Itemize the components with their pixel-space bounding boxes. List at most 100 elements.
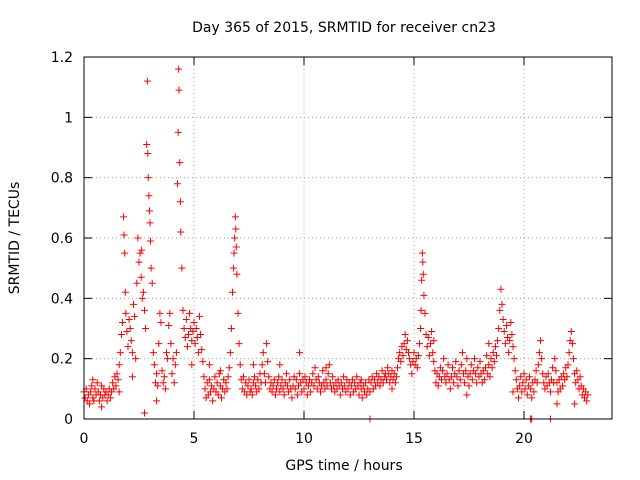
- data-point: [115, 388, 123, 396]
- data-point: [288, 394, 296, 402]
- data-point: [232, 225, 240, 233]
- data-point: [174, 128, 182, 136]
- x-tick-label: 20: [515, 431, 533, 447]
- data-point: [544, 370, 552, 378]
- data-point: [106, 394, 114, 402]
- data-point: [87, 388, 95, 396]
- data-point: [419, 258, 427, 266]
- data-point: [116, 349, 124, 357]
- data-point: [117, 331, 125, 339]
- data-point: [313, 385, 321, 393]
- data-point: [530, 388, 538, 396]
- data-point: [268, 388, 276, 396]
- data-point: [180, 325, 188, 332]
- data-point: [292, 376, 300, 384]
- data-point: [391, 379, 399, 387]
- data-point: [533, 379, 541, 387]
- data-point: [114, 376, 122, 384]
- data-point: [517, 373, 525, 381]
- data-point: [319, 367, 327, 375]
- data-point: [188, 337, 196, 345]
- chart-title: Day 365 of 2015, SRMTID for receiver cn2…: [192, 20, 496, 36]
- data-point: [501, 340, 509, 348]
- data-point: [414, 352, 422, 360]
- data-point: [563, 373, 571, 381]
- data-point: [131, 312, 139, 320]
- data-point: [546, 388, 554, 396]
- data-point: [570, 355, 577, 363]
- data-point: [230, 264, 238, 272]
- data-point: [565, 349, 573, 357]
- data-point: [138, 294, 146, 302]
- data-point: [471, 355, 478, 363]
- data-point: [276, 361, 284, 369]
- y-tick-label: 0.4: [51, 291, 73, 307]
- data-point: [153, 370, 161, 378]
- data-point: [171, 361, 179, 369]
- data-point: [95, 397, 103, 405]
- data-point: [170, 379, 178, 387]
- data-point: [564, 361, 572, 369]
- x-tick-label: 5: [190, 431, 199, 447]
- data-point: [560, 370, 568, 378]
- data-point: [167, 340, 175, 348]
- data-point: [176, 159, 184, 167]
- data-point: [486, 373, 494, 381]
- data-point: [384, 364, 392, 372]
- data-point: [487, 355, 495, 363]
- data-point: [230, 249, 238, 257]
- data-point: [169, 355, 177, 363]
- data-point: [143, 140, 151, 148]
- data-point: [410, 349, 418, 357]
- data-point: [461, 379, 469, 387]
- x-tick-label: 10: [295, 431, 313, 447]
- data-point: [137, 273, 145, 281]
- data-point: [179, 306, 187, 314]
- data-point: [123, 328, 131, 336]
- data-point: [174, 180, 181, 188]
- data-point: [510, 355, 518, 363]
- data-point: [222, 379, 230, 387]
- data-point: [213, 379, 221, 387]
- data-point: [172, 349, 180, 357]
- data-point: [273, 385, 280, 393]
- data-point: [408, 370, 416, 378]
- data-point: [150, 361, 158, 369]
- data-point: [127, 337, 135, 345]
- data-point: [322, 364, 330, 372]
- data-point: [231, 234, 239, 242]
- data-point: [226, 349, 234, 357]
- data-point: [163, 349, 170, 357]
- data-point: [192, 325, 200, 332]
- data-point: [191, 340, 199, 348]
- data-point: [378, 367, 386, 375]
- data-point: [483, 352, 491, 360]
- data-point: [366, 388, 374, 396]
- data-point: [424, 334, 432, 342]
- data-point: [209, 397, 217, 405]
- data-point: [497, 285, 505, 293]
- data-point: [227, 325, 235, 332]
- data-point: [255, 385, 263, 393]
- data-point: [181, 334, 189, 342]
- data-point: [509, 343, 517, 351]
- data-point: [571, 400, 579, 408]
- data-point: [177, 228, 185, 236]
- data-point: [160, 373, 168, 381]
- data-point: [186, 309, 194, 317]
- data-point: [551, 355, 559, 363]
- data-point: [527, 385, 535, 393]
- data-point: [438, 376, 445, 384]
- data-point: [421, 309, 429, 317]
- data-point: [121, 249, 129, 257]
- data-point: [491, 343, 499, 351]
- data-point: [388, 385, 396, 393]
- data-point: [211, 373, 219, 381]
- x-axis-title: GPS time / hours: [285, 458, 402, 474]
- data-point: [216, 367, 224, 375]
- data-point: [340, 373, 348, 381]
- data-point: [271, 391, 279, 399]
- data-point: [291, 385, 299, 393]
- data-point: [98, 403, 106, 411]
- data-point: [251, 373, 258, 381]
